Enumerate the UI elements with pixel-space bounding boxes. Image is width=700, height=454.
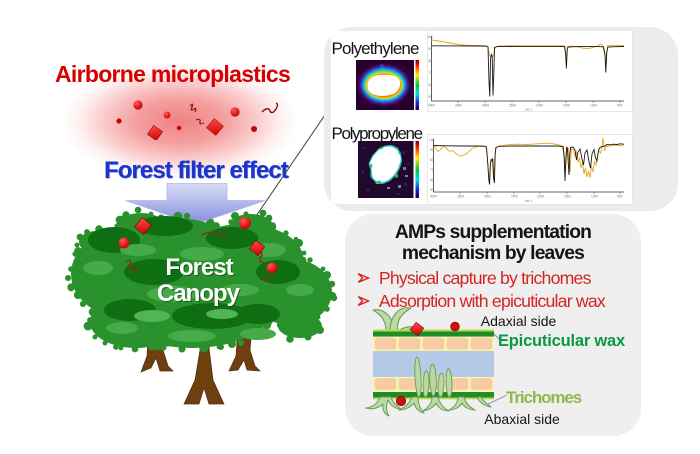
svg-text:50: 50 <box>429 95 433 99</box>
svg-text:cm-1: cm-1 <box>525 108 532 112</box>
svg-text:70: 70 <box>429 71 433 75</box>
svg-text:Canopy: Canopy <box>157 280 241 307</box>
svg-text:1000: 1000 <box>590 104 597 108</box>
svg-text:2500: 2500 <box>509 104 516 108</box>
svg-text:Forest: Forest <box>166 255 234 282</box>
svg-text:1500: 1500 <box>564 195 571 199</box>
svg-text:70: 70 <box>430 168 434 172</box>
svg-text:2000: 2000 <box>536 104 543 108</box>
svg-text:500: 500 <box>617 195 623 199</box>
svg-text:cm-1: cm-1 <box>525 199 532 203</box>
svg-text:50: 50 <box>430 188 434 192</box>
svg-text:100: 100 <box>428 35 434 39</box>
svg-text:80: 80 <box>430 158 434 162</box>
svg-text:3000: 3000 <box>482 104 489 108</box>
svg-text:1000: 1000 <box>591 195 598 199</box>
svg-text:Forest: Forest <box>165 254 233 281</box>
svg-text:500: 500 <box>617 104 623 108</box>
svg-text:80: 80 <box>429 59 433 63</box>
svg-text:Canopy: Canopy <box>158 281 242 308</box>
svg-text:60: 60 <box>430 178 434 182</box>
svg-text:3000: 3000 <box>484 195 491 199</box>
svg-text:3500: 3500 <box>457 195 464 199</box>
svg-text:1500: 1500 <box>563 104 570 108</box>
svg-text:4000: 4000 <box>428 104 435 108</box>
svg-text:90: 90 <box>430 148 434 152</box>
svg-text:2500: 2500 <box>511 195 518 199</box>
svg-text:100: 100 <box>429 138 435 142</box>
svg-text:3500: 3500 <box>455 104 462 108</box>
svg-text:60: 60 <box>429 83 433 87</box>
svg-text:2000: 2000 <box>537 195 544 199</box>
svg-text:4000: 4000 <box>430 195 437 199</box>
svg-text:90: 90 <box>429 47 433 51</box>
